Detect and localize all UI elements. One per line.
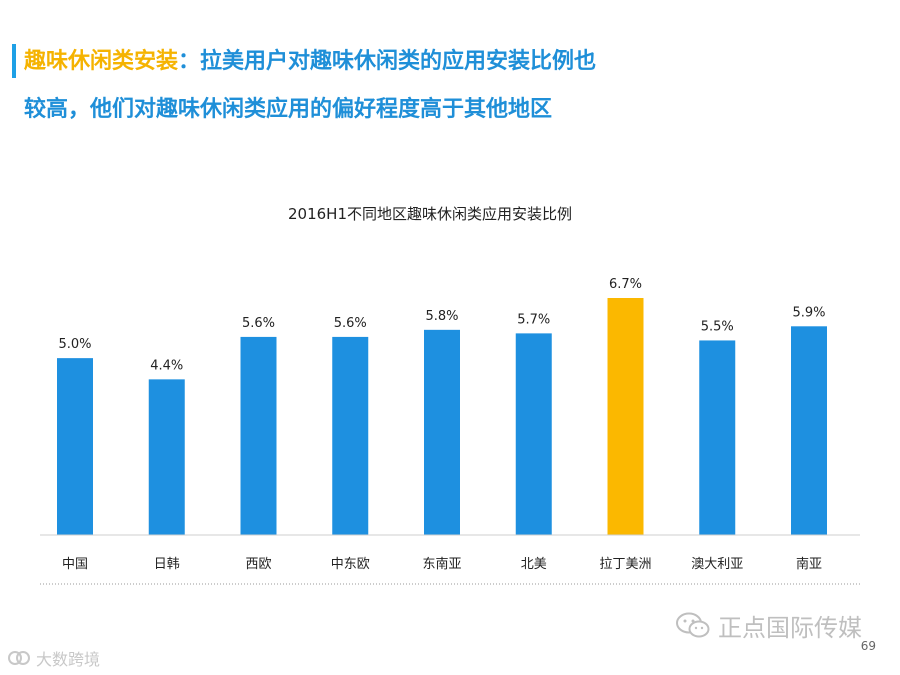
category-label-8: 南亚 bbox=[796, 556, 822, 572]
bar-1 bbox=[148, 379, 185, 535]
bar-5 bbox=[515, 333, 552, 535]
bar-6 bbox=[607, 298, 644, 535]
value-label-6: 6.7% bbox=[609, 277, 642, 292]
value-label-2: 5.6% bbox=[242, 316, 275, 331]
page-number: 69 bbox=[860, 639, 876, 653]
bar-8 bbox=[791, 326, 827, 535]
category-label-5: 北美 bbox=[521, 557, 547, 572]
headline-line2: 较高，他们对趣味休闲类应用的偏好程度高于其他地区 bbox=[24, 97, 553, 122]
source-name: 大数跨境 bbox=[36, 650, 101, 669]
category-label-3: 中东欧 bbox=[331, 557, 370, 572]
source-watermark: 大数跨境 bbox=[8, 646, 100, 670]
value-label-0: 5.0% bbox=[58, 337, 91, 352]
category-label-4: 东南亚 bbox=[422, 556, 461, 572]
source-logo-icon bbox=[8, 651, 30, 665]
headline: 趣味休闲类安装：拉美用户对趣味休闲类的应用安装比例也 较高，他们对趣味休闲类应用… bbox=[24, 38, 864, 134]
value-label-4: 5.8% bbox=[425, 309, 458, 324]
category-label-0: 中国 bbox=[62, 557, 88, 572]
value-label-8: 5.9% bbox=[792, 305, 825, 320]
headline-accent-bar bbox=[12, 44, 16, 78]
headline-key: 趣味休闲类安装 bbox=[24, 49, 179, 74]
bar-7 bbox=[699, 340, 736, 535]
category-label-6: 拉丁美洲 bbox=[599, 557, 651, 572]
category-label-7: 澳大利亚 bbox=[691, 556, 743, 572]
bar-0 bbox=[57, 358, 93, 535]
bars-group: 5.0% 中国 4.4% 日韩 5.6% 西欧 5.6% 中东欧 5.8% 东南亚 5.7% 北美 6.… bbox=[57, 277, 827, 572]
value-label-1: 4.4% bbox=[150, 358, 183, 373]
category-label-1: 日韩 bbox=[154, 557, 180, 572]
bar-4 bbox=[424, 329, 460, 535]
bar-2 bbox=[240, 336, 277, 535]
chart-title: 2016H1不同地区趣味休闲类应用安装比例 bbox=[288, 205, 572, 223]
bar-3 bbox=[332, 336, 369, 535]
value-label-5: 5.7% bbox=[517, 312, 550, 327]
brand-name: 正点国际传媒 bbox=[718, 614, 862, 642]
wechat-icon bbox=[676, 612, 710, 637]
value-label-7: 5.5% bbox=[701, 319, 734, 334]
value-label-3: 5.6% bbox=[334, 316, 367, 331]
headline-line1: ：拉美用户对趣味休闲类的应用安装比例也 bbox=[178, 49, 597, 74]
category-label-2: 西欧 bbox=[245, 557, 271, 572]
brand-watermark: 正点国际传媒 bbox=[676, 608, 862, 643]
